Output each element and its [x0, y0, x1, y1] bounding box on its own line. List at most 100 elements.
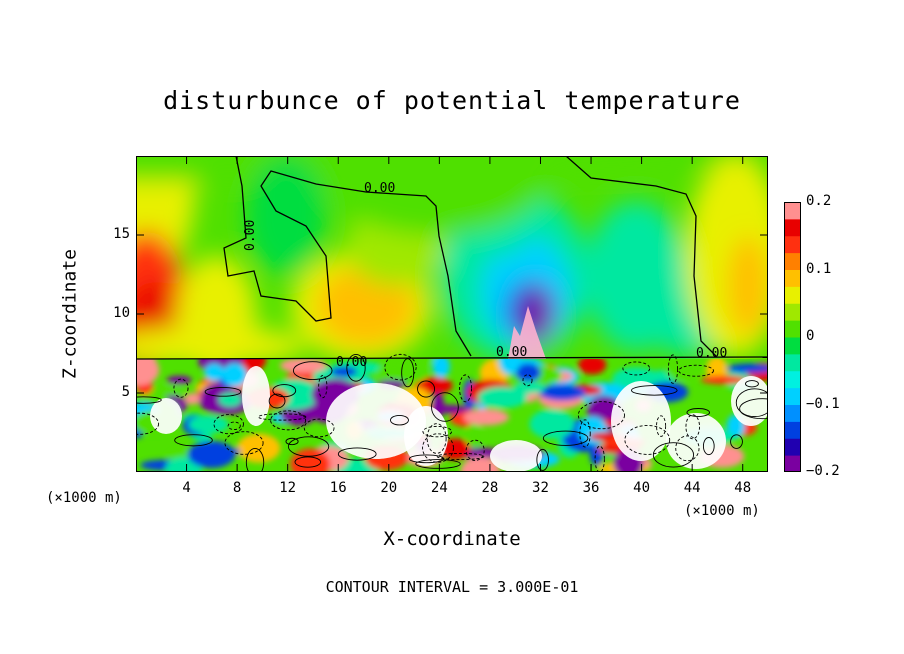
lower-patch-99 [538, 384, 586, 401]
x-tick-label: 48 [734, 480, 752, 496]
colorbar-frame [784, 202, 801, 472]
lower-patch-127 [726, 363, 768, 374]
x-tick-label: 20 [380, 480, 398, 496]
lower-contour-12 [415, 459, 461, 469]
colorbar-tick-label: 0.2 [806, 193, 832, 209]
lower-patch-117 [280, 359, 327, 373]
lower-patch-128 [188, 415, 229, 434]
white-patch-7 [490, 440, 542, 472]
x-tick-label: 12 [279, 480, 297, 496]
lower-contour-23 [577, 401, 625, 430]
x-unit-label-right: (×1000 m) [684, 503, 760, 519]
lower-contour-25 [675, 435, 700, 462]
lower-patch-139 [513, 381, 546, 394]
colorbar-swatch [784, 404, 801, 422]
contour-label-4: 0.00 [336, 355, 367, 370]
zero-contour-1 [565, 156, 717, 357]
x-tick-label: 4 [182, 480, 191, 496]
lower-patch-132 [700, 375, 746, 385]
lower-contour-28 [346, 354, 366, 382]
lower-patch-106 [218, 392, 242, 407]
lower-contour-13 [579, 419, 591, 448]
lower-contour-46 [174, 434, 213, 447]
lower-contour-41 [667, 354, 679, 384]
x-tick-label: 24 [430, 480, 448, 496]
lower-contour-36 [136, 396, 162, 404]
peak-plume [508, 306, 546, 359]
colorbar-svg [784, 202, 801, 473]
colorbar-swatch [784, 455, 801, 473]
lower-patch-134 [222, 363, 248, 387]
lower-contour-22 [204, 386, 242, 397]
lower-contour-42 [285, 437, 299, 446]
lower-contour-10 [294, 456, 322, 468]
white-patch-6 [242, 366, 270, 426]
lower-contour-32 [408, 454, 445, 464]
lower-patch-73 [184, 393, 201, 405]
x-tick-label: 40 [633, 480, 651, 496]
lower-contour-50 [702, 437, 715, 456]
lower-contour-45 [624, 425, 671, 455]
lower-contour-34 [245, 448, 265, 472]
white-patch-3 [666, 413, 726, 469]
white-patch-1 [404, 406, 448, 466]
contour-label-0: 0.00 [364, 181, 395, 196]
lower-contour-6 [292, 361, 333, 381]
lower-patch-136 [439, 438, 471, 461]
zero-contour-0 [223, 156, 472, 357]
lower-contour-31 [257, 413, 307, 421]
colorbar-tick-label: −0.1 [806, 395, 840, 412]
chart-title: disturbunce of potential temperature [163, 86, 741, 115]
lower-contour-27 [685, 414, 700, 440]
lower-contour-9 [522, 374, 533, 387]
lower-patch-32 [376, 360, 429, 385]
x-tick-label: 8 [232, 480, 242, 496]
lower-contour-26 [417, 380, 436, 398]
colorbar-tick-label: 0.1 [806, 260, 832, 277]
colorbar-swatch [784, 353, 801, 372]
field-blob-18 [316, 156, 556, 236]
contour-label-2: 0.00 [696, 346, 727, 361]
colorbar-swatch [784, 303, 801, 321]
lower-patch-74 [330, 366, 358, 377]
heatmap-svg: 0.00 0.00 0.00 0.00 0.00 [136, 156, 768, 472]
white-patch-2 [611, 381, 671, 461]
lower-contour-18 [390, 414, 409, 426]
field-blob-17 [728, 236, 768, 336]
lower-patch-113 [236, 433, 281, 463]
white-patch-5 [150, 398, 182, 434]
lower-contour-29 [422, 433, 454, 463]
colorbar-swatch [784, 269, 801, 287]
lower-contour-49 [384, 353, 417, 381]
lower-contour-53 [318, 374, 328, 399]
lower-contour-44 [337, 447, 377, 461]
lower-contour-39 [465, 439, 485, 461]
lower-contour-5 [303, 418, 335, 438]
lower-contour-7 [270, 410, 307, 431]
lower-patch-122 [515, 363, 541, 382]
lower-contour-16 [268, 393, 286, 409]
x-tick-label: 44 [683, 480, 701, 496]
white-patch-4 [731, 376, 768, 426]
zero-contour-2 [136, 356, 768, 360]
lower-patch-35 [460, 456, 501, 472]
lower-contour-0 [431, 392, 459, 422]
lower-patch-82 [431, 404, 469, 414]
lower-contour-35 [173, 378, 189, 398]
lower-patch-30 [166, 375, 192, 385]
lower-patch-125 [498, 359, 521, 375]
colorbar-swatch [784, 218, 801, 237]
lower-contour-48 [686, 408, 710, 417]
lower-contour-21 [656, 415, 667, 437]
x-axis-label: X-coordinate [383, 528, 521, 550]
lower-contour-20 [536, 448, 549, 471]
lower-contour-30 [652, 442, 695, 468]
lower-contour-40 [739, 398, 768, 420]
colorbar-swatch [784, 370, 801, 389]
colorbar-swatch [784, 235, 801, 254]
lower-contour-38 [735, 388, 768, 418]
colorbar-swatch [784, 387, 801, 405]
colorbar-swatch [784, 337, 801, 355]
lower-contour-15 [459, 374, 473, 403]
lower-field [136, 359, 768, 472]
